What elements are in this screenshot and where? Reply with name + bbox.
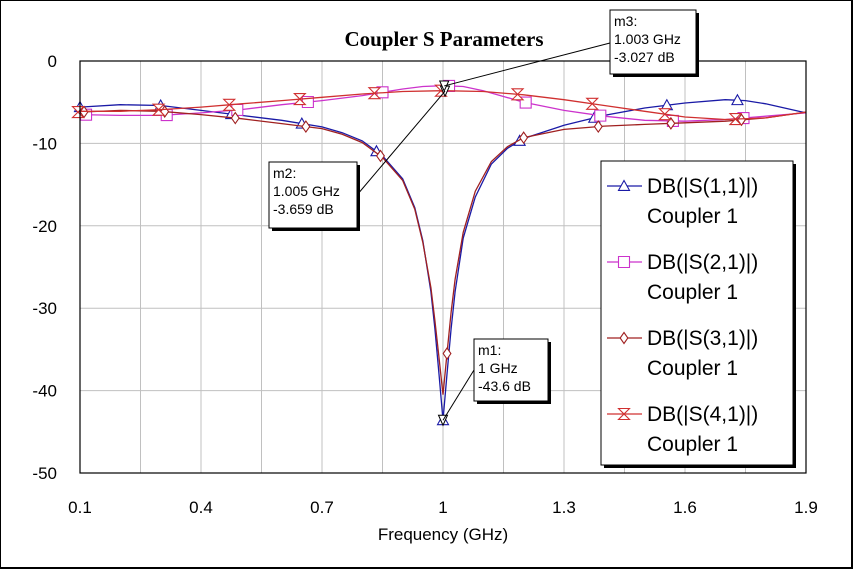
x-tick-label: 1.3 — [552, 498, 576, 517]
marker-box — [609, 9, 697, 75]
tick-labels: 0.1 0.4 0.7 1 1.3 1.6 1.9 0 -10 -20 -30 -40 -50 — [32, 52, 817, 517]
legend-swatch-marker — [619, 331, 629, 345]
x-tick-label: 0.1 — [68, 498, 92, 517]
series-marker-3 — [593, 120, 603, 134]
x-tick-label: 0.7 — [310, 498, 334, 517]
series-marker-3 — [301, 120, 311, 134]
y-tick-label: -20 — [32, 217, 57, 236]
series-marker-3 — [230, 111, 240, 125]
series-marker-4 — [292, 93, 307, 106]
legend-series-source: Coupler 1 — [647, 205, 738, 228]
marker-value: -43.6 dB — [478, 378, 531, 394]
marker-leader-line — [444, 42, 611, 87]
series-marker-4 — [367, 87, 382, 100]
plot-border — [79, 60, 807, 474]
y-tick-label: -50 — [32, 464, 57, 483]
chart-title: Coupler S Parameters — [344, 27, 543, 51]
y-tick-label: -10 — [32, 134, 57, 153]
marker-leader-line — [442, 369, 475, 421]
series-marker-4 — [222, 98, 237, 111]
legend-series-name: DB(|S(3,1)|) — [647, 327, 758, 350]
series-marker-1 — [730, 93, 744, 106]
marker-name: m2: — [273, 165, 296, 181]
marker-name: m3: — [614, 13, 637, 29]
series-marker-4 — [151, 103, 166, 116]
legend-series-source: Coupler 1 — [647, 357, 738, 380]
legend-series-source: Coupler 1 — [647, 281, 738, 304]
series-marker-2 — [594, 109, 607, 122]
series-marker-4 — [510, 88, 525, 101]
marker-name: m1: — [478, 342, 501, 358]
legend-swatch-marker — [617, 255, 631, 269]
series-marker-3 — [442, 347, 452, 360]
series-marker-4 — [728, 113, 743, 126]
x-tick-label: 1.6 — [673, 498, 697, 517]
series-line-2 — [79, 85, 807, 122]
legend-series-name: DB(|S(2,1)|) — [647, 251, 758, 274]
legend-series-source: Coupler 1 — [647, 433, 738, 456]
series-marker-4 — [658, 108, 672, 121]
series-marker-3 — [666, 116, 676, 130]
marker-freq: 1.003 GHz — [614, 31, 681, 47]
series-marker-4 — [585, 97, 600, 110]
x-tick-label: 1.9 — [794, 498, 818, 517]
x-tick-label: 0.4 — [189, 498, 213, 517]
legend-series-name: DB(|S(4,1)|) — [647, 403, 758, 426]
marker-symbol — [438, 80, 450, 93]
marker-freq: 1.005 GHz — [273, 183, 340, 199]
marker-freq: 1 GHz — [478, 360, 518, 376]
marker-leader-line — [356, 90, 446, 196]
y-tick-label: -30 — [32, 299, 57, 318]
marker-layer: m1: 1 GHz -43.6 dB m2: 1.005 GHz -3.659 dB m3:… — [268, 9, 699, 427]
legend-swatch-marker — [617, 407, 631, 421]
marker-box — [473, 338, 549, 402]
y-tick-label: -40 — [32, 382, 57, 401]
marker-box — [268, 161, 358, 229]
series-marker-3 — [375, 149, 386, 163]
marker-value: -3.659 dB — [273, 201, 334, 217]
marker-value: -3.027 dB — [614, 49, 675, 65]
legend: DB(|S(1,1)|) Coupler 1 DB(|S(2,1)|) Coupler… — [600, 160, 796, 468]
x-tick-label: 1 — [438, 498, 447, 517]
legend-swatch-marker — [617, 179, 631, 191]
series-marker-3 — [519, 131, 529, 145]
x-axis-label: Frequency (GHz) — [378, 525, 508, 544]
legend-series-name: DB(|S(1,1)|) — [647, 175, 758, 198]
y-tick-label: 0 — [48, 52, 57, 71]
